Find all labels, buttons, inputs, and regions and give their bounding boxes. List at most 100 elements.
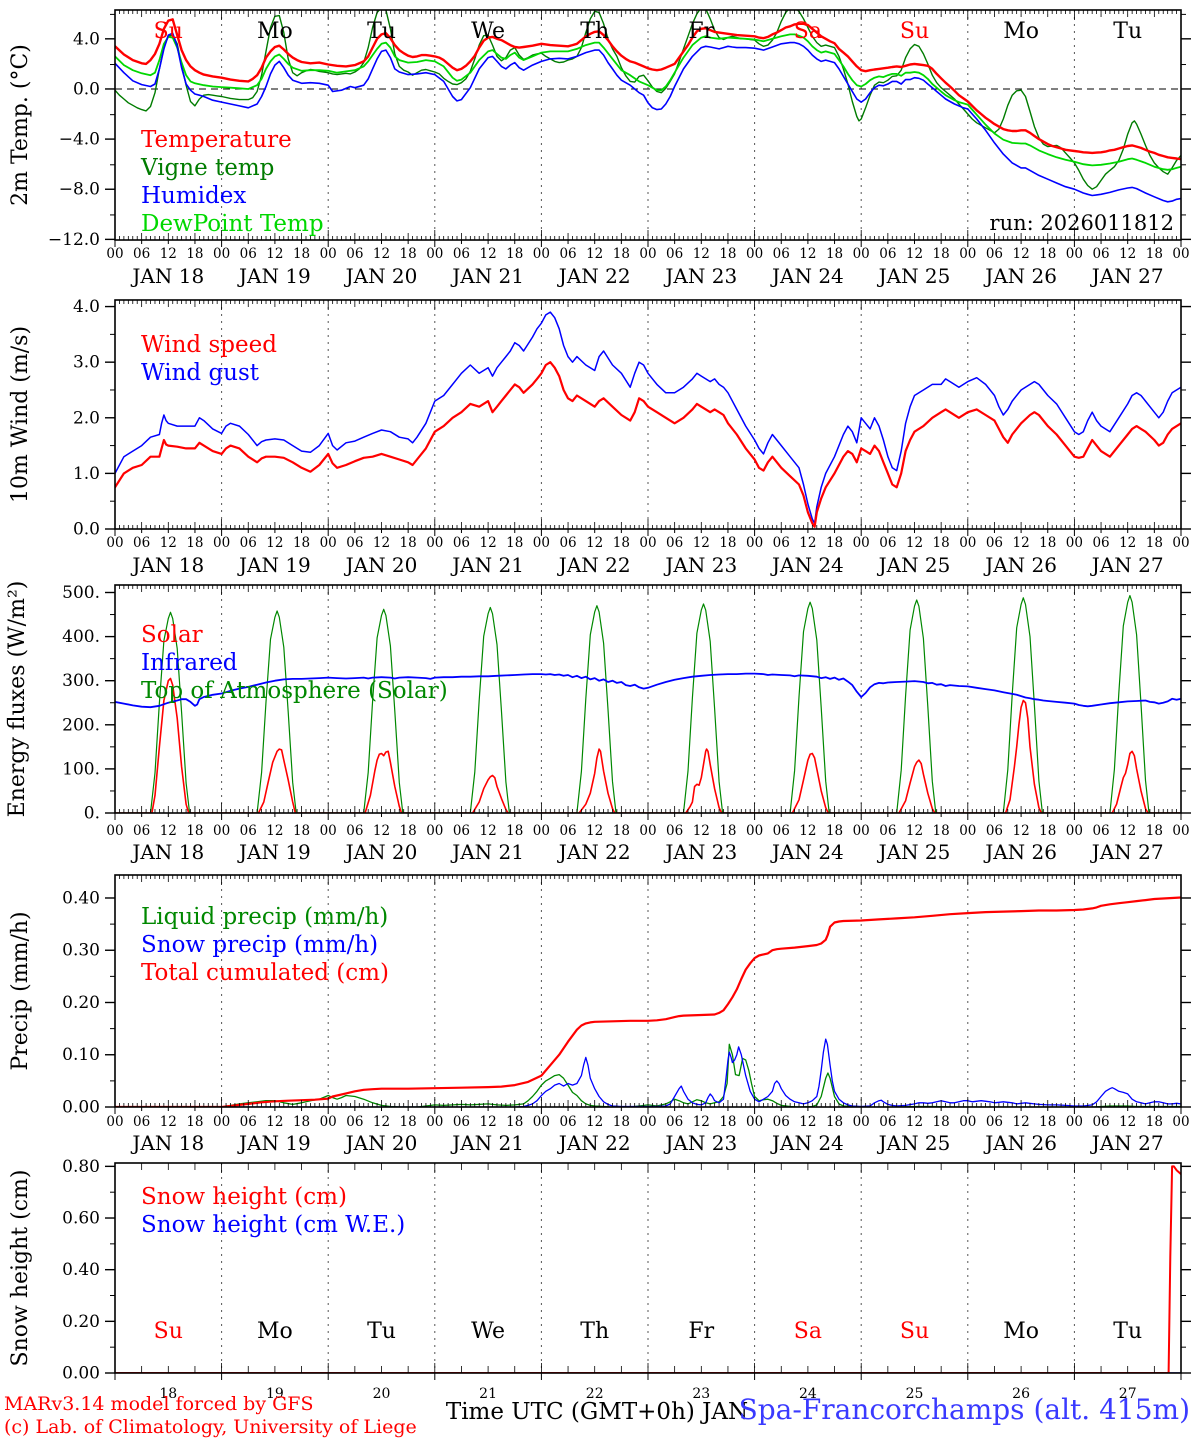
date-label: JAN 18 — [130, 264, 204, 288]
date-label: JAN 26 — [983, 840, 1057, 864]
hour-label: 12 — [373, 1114, 390, 1130]
date-label: JAN 24 — [770, 264, 844, 288]
hour-label: 18 — [186, 823, 203, 839]
hour-label: 00 — [1066, 535, 1083, 551]
weekday-label: Fr — [688, 1319, 714, 1344]
hour-label: 12 — [693, 1114, 710, 1130]
hour-label: 06 — [559, 535, 576, 551]
hour-label: 00 — [853, 1114, 870, 1130]
panel-precip: 0.40 0.30 0.20 0.10 0.00 Liquid precip (mm/h)… — [8, 874, 1191, 1155]
y-tick-label: 0.00 — [62, 1364, 100, 1384]
hour-label: 12 — [1119, 823, 1136, 839]
hour-label: 18 — [186, 1114, 203, 1130]
date-label: JAN 23 — [663, 264, 737, 288]
y-axis-title: Energy fluxes (W/m²) — [5, 581, 30, 818]
hour-label: 06 — [773, 823, 790, 839]
y-tick-label: 400. — [62, 627, 100, 647]
hour-label: 06 — [240, 823, 257, 839]
hour-label: 00 — [106, 1114, 123, 1130]
weekday-label: Th — [580, 19, 609, 44]
date-label: JAN 20 — [344, 1131, 418, 1155]
hour-label: 06 — [240, 535, 257, 551]
hour-label: 12 — [906, 535, 923, 551]
hour-label: 18 — [506, 823, 523, 839]
hour-label: 00 — [320, 246, 337, 262]
legend-temp-1: Vigne temp — [140, 155, 274, 181]
hour-label: 18 — [293, 246, 310, 262]
date-label: JAN 19 — [237, 1131, 311, 1155]
hour-label: 06 — [453, 246, 470, 262]
hour-label: 18 — [826, 1114, 843, 1130]
hour-label: 18 — [719, 1114, 736, 1130]
dewpoint-temp-line — [115, 33, 1181, 171]
legend-wind-0: Wind speed — [141, 332, 277, 358]
hour-label: 00 — [213, 1114, 230, 1130]
hour-label: 12 — [693, 246, 710, 262]
hour-label: 00 — [639, 1114, 656, 1130]
date-label: JAN 24 — [770, 840, 844, 864]
time-axis-label: Time UTC (GMT+0h) JAN — [445, 1399, 749, 1425]
weekday-label: We — [471, 19, 505, 44]
series-group — [115, 1165, 1181, 1373]
hour-label: 18 — [1146, 823, 1163, 839]
hour-label: 18 — [186, 246, 203, 262]
date-label: JAN 22 — [557, 553, 631, 577]
temperature-line — [115, 18, 1181, 161]
y-tick-label: 0. — [84, 804, 100, 824]
total-cumulated-line — [115, 896, 1181, 1107]
date-label: JAN 21 — [450, 553, 524, 577]
hour-label: 12 — [480, 1114, 497, 1130]
hour-label: 12 — [799, 535, 816, 551]
hour-label: 12 — [1119, 1114, 1136, 1130]
y-tick-label: 0.20 — [62, 993, 100, 1013]
hour-label: 06 — [1092, 823, 1109, 839]
hour-label: 12 — [266, 246, 283, 262]
hour-label: 06 — [879, 1114, 896, 1130]
hour-label: 00 — [213, 246, 230, 262]
y-tick-label: 0.0 — [73, 520, 100, 540]
weekday-label: Su — [154, 1319, 183, 1344]
y-tick-label: 0.40 — [62, 888, 100, 908]
hour-label: 00 — [426, 535, 443, 551]
hour-label: 00 — [746, 535, 763, 551]
hour-label: 06 — [666, 246, 683, 262]
day-number-label: 27 — [1119, 1386, 1137, 1402]
hour-label: 18 — [400, 246, 417, 262]
date-label: JAN 21 — [450, 1131, 524, 1155]
hour-label: 06 — [773, 1114, 790, 1130]
weekday-label: Mo — [257, 1319, 293, 1344]
hour-label: 00 — [1172, 823, 1189, 839]
hour-label: 18 — [933, 246, 950, 262]
hour-label: 06 — [666, 535, 683, 551]
hour-label: 18 — [506, 246, 523, 262]
hour-label: 12 — [160, 246, 177, 262]
date-label: JAN 21 — [450, 264, 524, 288]
hour-label: 00 — [853, 535, 870, 551]
y-tick-label: 300. — [62, 671, 100, 691]
hour-label: 00 — [746, 246, 763, 262]
date-label: JAN 18 — [130, 553, 204, 577]
hour-label: 06 — [879, 246, 896, 262]
date-label: JAN 23 — [663, 553, 737, 577]
series-group — [115, 10, 1181, 203]
weekday-label: Mo — [1003, 1319, 1039, 1344]
date-label: JAN 22 — [557, 264, 631, 288]
date-label: JAN 24 — [770, 553, 844, 577]
date-label: JAN 20 — [344, 264, 418, 288]
date-label: JAN 27 — [1090, 840, 1164, 864]
y-tick-label: −12.0 — [48, 230, 100, 250]
wind-gust-line — [115, 311, 1181, 525]
hour-label: 06 — [133, 823, 150, 839]
hour-label: 00 — [106, 535, 123, 551]
y-axis-title: Precip (mm/h) — [8, 911, 33, 1070]
hour-label: 12 — [1013, 535, 1030, 551]
snow-height-line — [115, 1165, 1181, 1373]
hour-label: 18 — [1039, 246, 1056, 262]
day-number-label: 19 — [266, 1386, 284, 1402]
hour-label: 12 — [799, 1114, 816, 1130]
series-group — [115, 311, 1181, 528]
hour-label: 06 — [453, 823, 470, 839]
